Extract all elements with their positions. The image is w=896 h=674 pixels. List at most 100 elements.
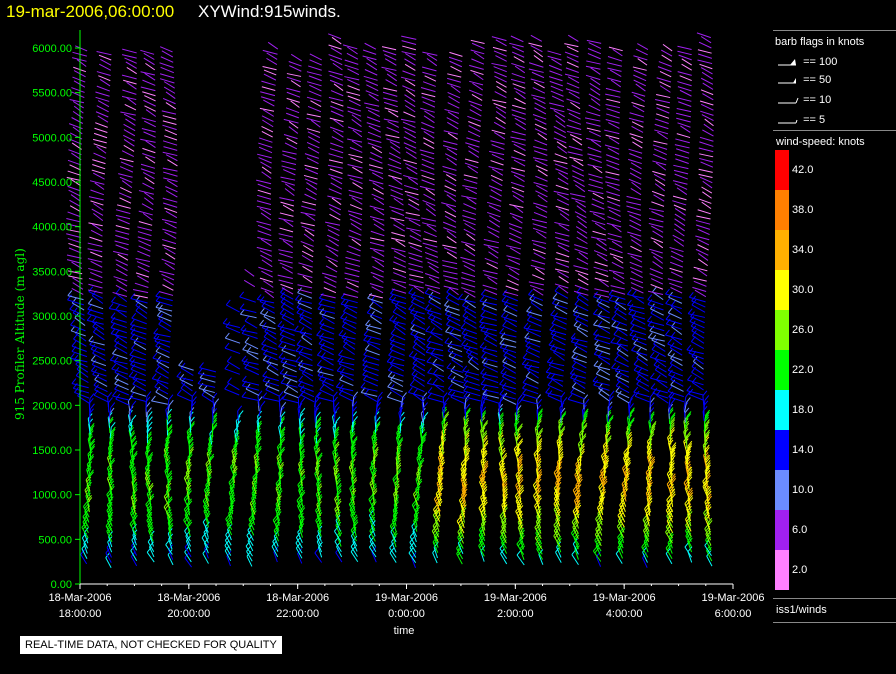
wind-barb-feather xyxy=(483,420,489,426)
wind-barb-feather xyxy=(631,290,637,296)
wind-barb xyxy=(446,318,461,327)
wind-barb xyxy=(369,205,385,211)
wind-barb xyxy=(93,143,107,149)
wind-barb xyxy=(507,279,519,286)
wind-barb xyxy=(280,201,295,207)
wind-barb-feather xyxy=(350,485,355,491)
wind-barb xyxy=(547,384,563,393)
wind-barb xyxy=(443,170,457,177)
wind-barb xyxy=(393,197,404,206)
wind-barb-feather xyxy=(537,473,543,480)
wind-barb xyxy=(668,398,671,409)
wind-barb-feather xyxy=(392,306,398,313)
wind-barb xyxy=(198,387,215,394)
wind-barb xyxy=(332,129,344,138)
wind-barb xyxy=(484,273,498,280)
wind-barb xyxy=(491,144,505,150)
wind-barb xyxy=(110,321,127,329)
wind-barb xyxy=(213,403,216,414)
wind-barb xyxy=(388,152,401,159)
wind-barb-feather xyxy=(94,374,100,380)
wind-barb xyxy=(632,295,645,304)
wind-barb-feather xyxy=(502,539,507,545)
wind-barb-feather xyxy=(570,372,575,379)
wind-barb xyxy=(572,170,585,177)
wind-barb xyxy=(567,34,579,42)
wind-barb xyxy=(115,284,128,292)
wind-barb-feather xyxy=(186,482,191,489)
wind-barb xyxy=(327,164,343,169)
wind-barb-feather xyxy=(554,285,560,292)
wind-barb xyxy=(326,234,340,242)
wind-barb xyxy=(628,308,645,315)
wind-barb-feather xyxy=(465,447,471,454)
wind-barb xyxy=(532,248,546,255)
wind-barb xyxy=(557,245,570,253)
wind-barb-feather xyxy=(687,445,693,452)
wind-barb xyxy=(83,532,89,544)
wind-barb-feather xyxy=(111,363,117,370)
wind-barb-feather xyxy=(410,296,416,303)
wind-barb xyxy=(549,70,563,77)
wind-barb xyxy=(546,371,564,377)
wind-barb xyxy=(328,33,342,40)
wind-barb xyxy=(159,78,175,84)
wind-barb xyxy=(515,399,519,410)
wind-barb xyxy=(273,535,279,547)
wind-barb xyxy=(167,405,170,415)
wind-barb xyxy=(422,81,436,87)
wind-barb xyxy=(325,255,338,263)
wind-barb xyxy=(470,39,485,44)
wind-barb-feather xyxy=(278,396,284,402)
wind-barb-feather xyxy=(314,462,320,469)
wind-barb-feather xyxy=(630,393,636,399)
wind-barb xyxy=(364,102,380,107)
wind-barb-feather xyxy=(187,500,193,507)
wind-barb-feather xyxy=(483,460,489,467)
wind-barb xyxy=(566,82,580,89)
wind-barb xyxy=(282,204,294,212)
wind-barb xyxy=(532,223,547,229)
wind-barb xyxy=(532,243,547,250)
wind-barb xyxy=(463,178,478,184)
wind-barb xyxy=(411,374,425,382)
wind-barb xyxy=(655,118,669,124)
wind-barb xyxy=(656,107,670,114)
wind-barb xyxy=(162,97,176,105)
wind-barb xyxy=(633,343,648,351)
wind-barb xyxy=(400,76,416,82)
wind-barb xyxy=(298,262,313,268)
wind-barb-feather xyxy=(108,303,114,309)
wind-barb-feather xyxy=(251,505,257,511)
wind-barb xyxy=(513,174,525,183)
wind-barb xyxy=(365,324,382,330)
wind-barb xyxy=(554,290,569,299)
wind-barb xyxy=(309,59,322,66)
wind-barb xyxy=(494,71,507,78)
wind-barb-feather xyxy=(333,396,338,403)
wind-barb-feather xyxy=(538,408,543,414)
wind-barb-feather xyxy=(390,522,396,529)
wind-barb-feather xyxy=(316,423,322,430)
wind-barb-feather xyxy=(629,409,635,415)
wind-barb xyxy=(155,300,173,307)
wind-barb xyxy=(273,551,278,563)
wind-barb-feather xyxy=(334,428,340,435)
wind-barb xyxy=(422,71,437,77)
wind-barb-feather xyxy=(199,362,204,368)
wind-barb xyxy=(617,395,630,404)
wind-barb xyxy=(482,303,497,311)
wind-barb-feather xyxy=(518,456,523,462)
wind-barb xyxy=(530,302,543,312)
wind-barb-feather xyxy=(115,304,121,310)
wind-barb xyxy=(154,340,171,348)
wind-barb xyxy=(72,110,84,119)
wind-barb xyxy=(481,357,498,363)
wind-barb xyxy=(138,240,152,247)
wind-barb xyxy=(390,379,404,387)
wind-barb xyxy=(345,286,359,293)
wind-barb xyxy=(491,62,507,68)
wind-barb-feather xyxy=(280,438,286,445)
wind-barb xyxy=(337,360,355,366)
wind-barb xyxy=(344,59,359,65)
